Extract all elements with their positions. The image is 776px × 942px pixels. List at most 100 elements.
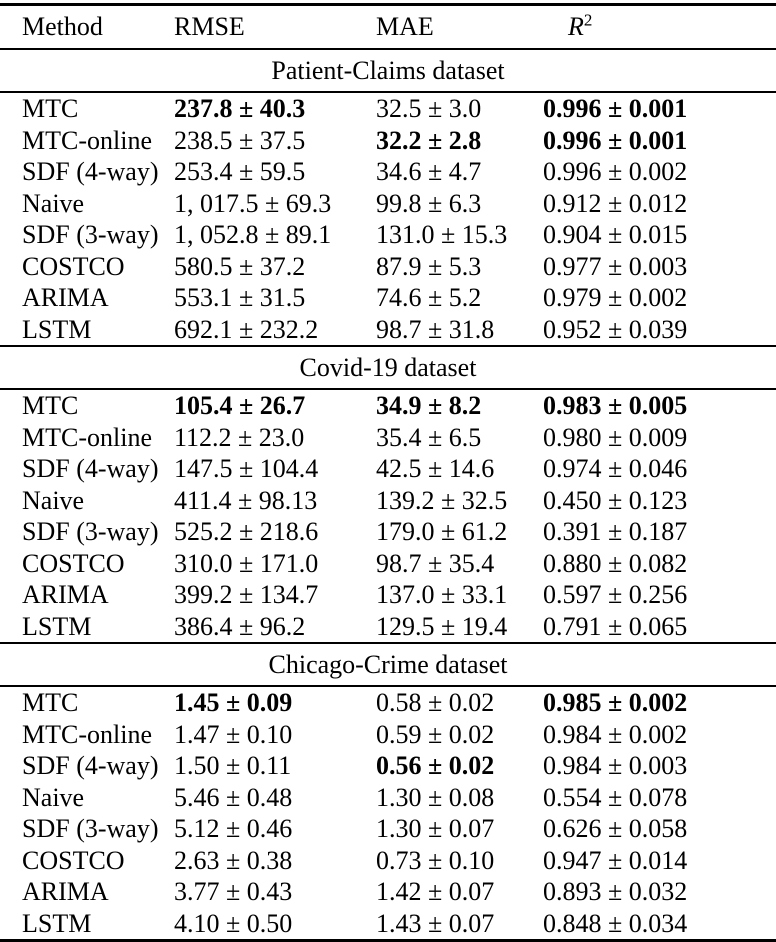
r2-cell: 0.983 ± 0.005 [543, 391, 688, 420]
table-row: COSTCO 580.5 ± 37.2 87.9 ± 5.3 0.977 ± 0.00… [0, 251, 776, 283]
r2-cell: 0.912 ± 0.012 [543, 188, 688, 218]
r2-cell: 0.880 ± 0.082 [543, 548, 688, 578]
results-table: Method RMSE MAE R2 Patient-Claims datase… [0, 3, 776, 942]
mae-cell: 1.43 ± 0.07 [376, 908, 495, 938]
rmse-cell: 1.50 ± 0.11 [174, 751, 292, 780]
r2-cell: 0.597 ± 0.256 [543, 580, 688, 609]
method-cell: COSTCO [22, 251, 125, 281]
rmse-cell: 1.45 ± 0.09 [174, 688, 293, 717]
mae-cell: 98.7 ± 31.8 [376, 314, 495, 344]
method-cell: MTC [22, 688, 79, 717]
mae-cell: 34.9 ± 8.2 [376, 391, 482, 420]
r2-cell: 0.979 ± 0.002 [543, 283, 688, 312]
method-cell: Naive [22, 485, 85, 515]
table-row: ARIMA 3.77 ± 0.43 1.42 ± 0.07 0.893 ± 0.032 [0, 876, 776, 908]
table-row: SDF (3-way) 525.2 ± 218.6 179.0 ± 61.2 0.39… [0, 516, 776, 548]
table-row: ARIMA 553.1 ± 31.5 74.6 ± 5.2 0.979 ± 0.002 [0, 282, 776, 314]
mae-cell: 137.0 ± 33.1 [376, 580, 508, 609]
r2-cell: 0.974 ± 0.046 [543, 454, 688, 483]
r2-cell: 0.984 ± 0.002 [543, 719, 688, 749]
r2-cell: 0.985 ± 0.002 [543, 688, 688, 717]
mae-cell: 34.6 ± 4.7 [376, 157, 482, 186]
method-cell: MTC-online [22, 125, 152, 155]
header-row: Method RMSE MAE R2 [0, 4, 776, 50]
rmse-cell: 411.4 ± 98.13 [174, 485, 318, 515]
method-cell: ARIMA [22, 283, 109, 312]
section-title: Chicago-Crime dataset [0, 642, 776, 687]
table-row: COSTCO 310.0 ± 171.0 98.7 ± 35.4 0.880 ± 0.… [0, 548, 776, 580]
table-row: SDF (4-way) 253.4 ± 59.5 34.6 ± 4.7 0.996 ±… [0, 156, 776, 188]
table-row: LSTM 4.10 ± 0.50 1.43 ± 0.07 0.848 ± 0.034 [0, 908, 776, 941]
method-cell: SDF (4-way) [22, 751, 159, 780]
rmse-cell: 238.5 ± 37.5 [174, 125, 306, 155]
rmse-cell: 147.5 ± 104.4 [174, 454, 319, 483]
mae-cell: 1.30 ± 0.08 [376, 782, 495, 812]
method-cell: MTC [22, 391, 79, 420]
mae-cell: 32.2 ± 2.8 [376, 125, 482, 155]
method-cell: ARIMA [22, 877, 109, 906]
section-header-row: Covid-19 dataset [0, 345, 776, 390]
method-cell: ARIMA [22, 580, 109, 609]
rmse-cell: 553.1 ± 31.5 [174, 283, 306, 312]
mae-cell: 0.59 ± 0.02 [376, 719, 495, 749]
rmse-cell: 112.2 ± 23.0 [174, 422, 305, 452]
table-row: SDF (3-way) 1, 052.8 ± 89.1 131.0 ± 15.3 0.… [0, 219, 776, 251]
rmse-cell: 4.10 ± 0.50 [174, 908, 293, 938]
r2-cell: 0.980 ± 0.009 [543, 422, 688, 452]
table-row: ARIMA 399.2 ± 134.7 137.0 ± 33.1 0.597 ± 0.… [0, 579, 776, 611]
mae-cell: 98.7 ± 35.4 [376, 548, 495, 578]
column-header-r2: R2 [543, 4, 776, 50]
r2-symbol: R [568, 12, 584, 42]
table-row: Naive 411.4 ± 98.13 139.2 ± 32.5 0.450 ± 0.… [0, 485, 776, 517]
rmse-cell: 2.63 ± 0.38 [174, 845, 293, 875]
r2-cell: 0.791 ± 0.065 [543, 611, 688, 641]
column-header-rmse: RMSE [174, 4, 376, 50]
r2-cell: 0.952 ± 0.039 [543, 314, 688, 344]
rmse-cell: 399.2 ± 134.7 [174, 580, 319, 609]
method-cell: LSTM [22, 611, 92, 641]
mae-cell: 1.30 ± 0.07 [376, 814, 495, 843]
r2-cell: 0.984 ± 0.003 [543, 751, 688, 780]
mae-cell: 139.2 ± 32.5 [376, 485, 508, 515]
mae-cell: 42.5 ± 14.6 [376, 454, 495, 483]
table-row: LSTM 386.4 ± 96.2 129.5 ± 19.4 0.791 ± 0.06… [0, 611, 776, 644]
method-cell: SDF (3-way) [22, 517, 159, 546]
rmse-cell: 105.4 ± 26.7 [174, 391, 306, 420]
method-cell: Naive [22, 188, 85, 218]
mae-cell: 87.9 ± 5.3 [376, 251, 482, 281]
table-row: MTC-online 112.2 ± 23.0 35.4 ± 6.5 0.980 ± … [0, 422, 776, 454]
column-header-method: Method [0, 4, 174, 50]
r2-superscript: 2 [583, 10, 593, 30]
table-row: MTC 1.45 ± 0.09 0.58 ± 0.02 0.985 ± 0.002 [0, 686, 776, 719]
table-row: SDF (3-way) 5.12 ± 0.46 1.30 ± 0.07 0.626 ±… [0, 813, 776, 845]
table-row: SDF (4-way) 1.50 ± 0.11 0.56 ± 0.02 0.984 ±… [0, 750, 776, 782]
table-row: MTC 105.4 ± 26.7 34.9 ± 8.2 0.983 ± 0.005 [0, 389, 776, 422]
r2-cell: 0.893 ± 0.032 [543, 877, 688, 906]
table-row: MTC-online 238.5 ± 37.5 32.2 ± 2.8 0.996 ± … [0, 125, 776, 157]
rmse-cell: 692.1 ± 232.2 [174, 314, 319, 344]
method-cell: COSTCO [22, 845, 125, 875]
r2-cell: 0.554 ± 0.078 [543, 782, 688, 812]
rmse-cell: 253.4 ± 59.5 [174, 157, 306, 186]
table-row: COSTCO 2.63 ± 0.38 0.73 ± 0.10 0.947 ± 0.01… [0, 845, 776, 877]
r2-cell: 0.947 ± 0.014 [543, 845, 688, 875]
r2-cell: 0.626 ± 0.058 [543, 814, 688, 843]
r2-cell: 0.904 ± 0.015 [543, 220, 688, 249]
method-cell: MTC-online [22, 719, 152, 749]
section-title: Covid-19 dataset [0, 345, 776, 390]
r2-cell: 0.996 ± 0.001 [543, 94, 688, 123]
table-row: MTC 237.8 ± 40.3 32.5 ± 3.0 0.996 ± 0.001 [0, 92, 776, 125]
method-cell: Naive [22, 782, 85, 812]
mae-cell: 32.5 ± 3.0 [376, 94, 482, 123]
method-cell: SDF (4-way) [22, 157, 159, 186]
section-title: Patient-Claims dataset [0, 48, 776, 93]
method-cell: SDF (3-way) [22, 814, 159, 843]
rmse-cell: 237.8 ± 40.3 [174, 94, 306, 123]
rmse-cell: 3.77 ± 0.43 [174, 877, 293, 906]
method-cell: LSTM [22, 314, 92, 344]
method-cell: SDF (4-way) [22, 454, 159, 483]
r2-cell: 0.996 ± 0.001 [543, 125, 688, 155]
rmse-cell: 386.4 ± 96.2 [174, 611, 306, 641]
mae-cell: 99.8 ± 6.3 [376, 188, 482, 218]
section-header-row: Patient-Claims dataset [0, 48, 776, 93]
